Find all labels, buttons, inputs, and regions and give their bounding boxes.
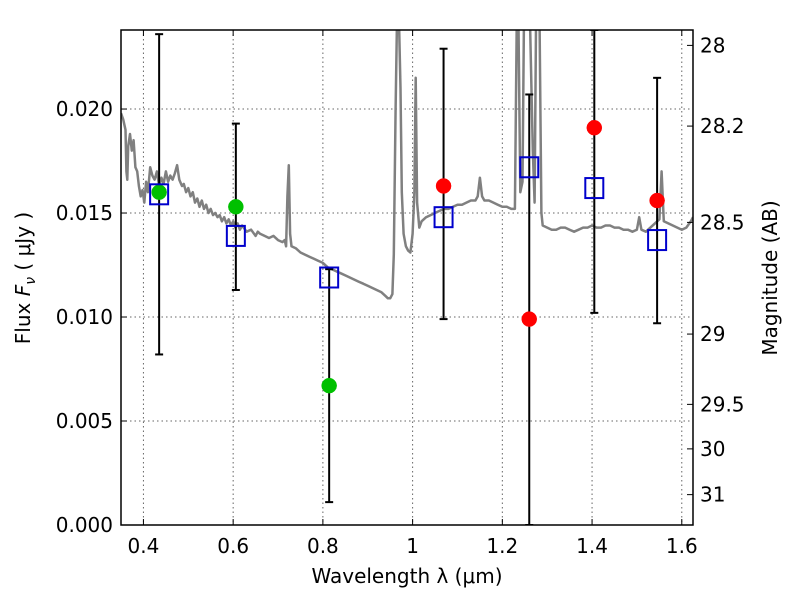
data-point-square [149, 183, 170, 206]
data-point-circle [435, 178, 452, 194]
x-tick-label: 1.6 [666, 534, 698, 558]
y-tick-label: 0.020 [56, 97, 113, 121]
x-tick-label: 1.4 [576, 534, 608, 558]
data-point-circle [321, 377, 337, 394]
error-bars [155, 30, 662, 525]
x-tick-label: 1.2 [486, 534, 518, 558]
grid [121, 30, 693, 526]
y-tick-label: 0.010 [56, 305, 113, 329]
data-point-square [584, 177, 605, 200]
data-point-square [647, 229, 668, 252]
right-tick-label: 31 [700, 483, 725, 507]
axis-ticks: 0.4 0.6 0.8 1 1.2 1.4 1.6 0.000 0.005 0.010 0.015 0… [56, 30, 745, 558]
data-point-square [433, 206, 454, 229]
model-spectrum [121, 30, 693, 300]
plot-frame [120, 29, 694, 526]
right-tick-label: 28 [700, 33, 725, 57]
data-point-square [319, 266, 340, 289]
x-tick-label: 0.8 [307, 534, 339, 558]
data-point-circle [521, 311, 538, 327]
right-tick-label: 29 [700, 322, 725, 346]
model-spectrum-line [121, 30, 693, 300]
y-tick-label: 0.005 [56, 409, 113, 433]
data-point-circle [649, 192, 665, 209]
y-axis-label: Flux Fν ( μJy ) [11, 212, 39, 344]
right-tick-label: 28.2 [700, 114, 745, 138]
data-point-circle [228, 199, 244, 215]
data-point-circle [151, 184, 167, 200]
right-tick-label: 28.5 [700, 210, 745, 234]
right-tick-label: 29.5 [700, 392, 745, 416]
x-tick-label: 0.4 [128, 534, 160, 558]
y-tick-label: 0.015 [56, 201, 113, 225]
x-axis-label: Wavelength λ (μm) [311, 564, 502, 588]
data-point-circle [586, 120, 603, 136]
data-markers [149, 120, 668, 394]
data-point-square [519, 156, 540, 179]
right-tick-label: 30 [700, 437, 725, 461]
y-tick-label: 0.000 [56, 513, 113, 537]
right-axis-label: Magnitude (AB) [758, 200, 782, 355]
x-tick-label: 1 [406, 534, 419, 558]
data-point-square [225, 224, 246, 247]
x-tick-label: 0.6 [217, 534, 249, 558]
